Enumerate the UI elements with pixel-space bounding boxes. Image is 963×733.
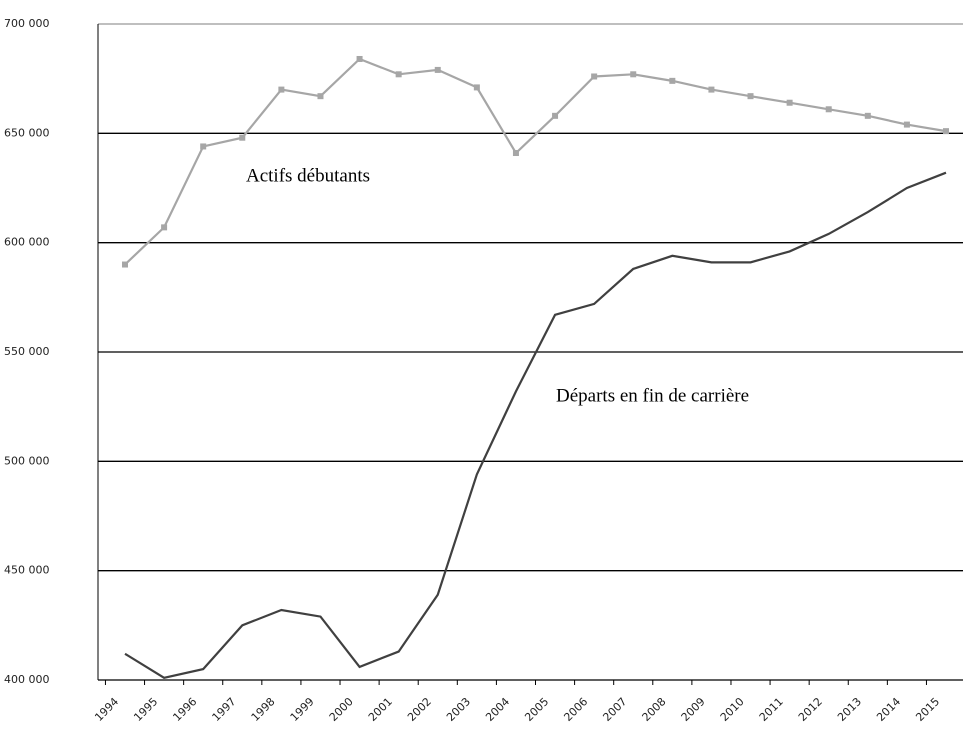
x-tick-label: 2006 <box>561 695 590 724</box>
series-label: Actifs débutants <box>246 165 370 186</box>
marker <box>708 86 715 93</box>
x-tick-label: 2009 <box>679 695 708 724</box>
series-line <box>124 171 947 679</box>
marker <box>747 93 754 100</box>
x-tick-label: 1997 <box>210 695 239 724</box>
x-tick-label: 2004 <box>483 695 512 724</box>
x-tick-label: 1994 <box>92 695 121 724</box>
x-tick-label: 1998 <box>249 695 278 724</box>
marker <box>864 112 871 119</box>
y-tick-label: 400 000 <box>4 673 50 686</box>
marker <box>317 93 324 100</box>
marker <box>825 106 832 113</box>
marker <box>200 143 207 150</box>
x-tick-label: 2012 <box>796 695 825 724</box>
marker <box>591 73 598 80</box>
y-tick-label: 650 000 <box>4 126 50 139</box>
series-line <box>124 57 947 266</box>
x-tick-label: 2005 <box>522 695 551 724</box>
x-tick-label: 2011 <box>757 695 786 724</box>
marker <box>434 66 441 73</box>
x-tick-label: 2014 <box>874 695 903 724</box>
marker <box>122 261 128 268</box>
marker <box>239 134 246 141</box>
x-tick-label: 2001 <box>366 695 395 724</box>
marker <box>278 86 285 93</box>
x-tick-label: 2002 <box>405 695 434 724</box>
y-tick-label: 550 000 <box>4 345 50 358</box>
x-tick-label: 2008 <box>640 695 669 724</box>
marker <box>512 150 519 157</box>
marker <box>786 99 793 106</box>
series-label: Départs en fin de carrière <box>556 385 749 406</box>
x-tick-label: 1995 <box>131 695 160 724</box>
marker <box>161 224 168 231</box>
y-tick-label: 450 000 <box>4 564 50 577</box>
marker <box>473 84 480 91</box>
marker <box>356 55 363 62</box>
marker <box>903 121 910 128</box>
marker <box>630 71 637 78</box>
y-tick-label: 700 000 <box>4 17 50 30</box>
marker <box>669 77 676 84</box>
y-tick-label: 500 000 <box>4 454 50 467</box>
x-tick-label: 2015 <box>913 695 942 724</box>
x-tick-label: 2000 <box>327 695 356 724</box>
x-tick-label: 2007 <box>600 695 629 724</box>
x-tick-label: 2010 <box>718 695 747 724</box>
marker <box>943 128 949 135</box>
x-tick-label: 2003 <box>444 695 473 724</box>
marker <box>395 71 402 78</box>
x-tick-label: 1996 <box>170 695 199 724</box>
x-tick-label: 1999 <box>288 695 317 724</box>
y-tick-label: 600 000 <box>4 236 50 249</box>
marker <box>552 112 559 119</box>
x-tick-label: 2013 <box>835 695 864 724</box>
